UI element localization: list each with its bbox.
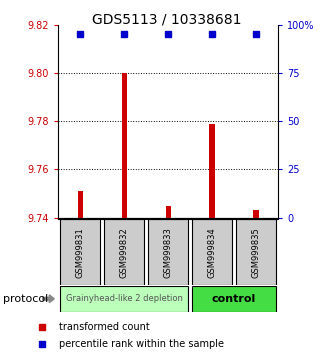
Bar [236, 219, 276, 285]
Bar [166, 206, 171, 218]
Bar [149, 219, 188, 285]
Text: control: control [212, 294, 256, 304]
Text: GDS5113 / 10338681: GDS5113 / 10338681 [92, 12, 241, 27]
Text: GSM999834: GSM999834 [207, 227, 217, 278]
Bar [209, 124, 215, 218]
Text: transformed count: transformed count [59, 322, 150, 332]
Text: GSM999835: GSM999835 [251, 227, 261, 278]
Bar [61, 219, 100, 285]
Text: protocol: protocol [3, 294, 49, 304]
Bar [253, 211, 259, 218]
Text: percentile rank within the sample: percentile rank within the sample [59, 339, 224, 349]
Text: GSM999833: GSM999833 [164, 227, 173, 278]
Bar [122, 73, 127, 218]
Text: GSM999832: GSM999832 [120, 227, 129, 278]
Bar [78, 191, 83, 218]
Text: GSM999831: GSM999831 [76, 227, 85, 278]
Bar [192, 219, 232, 285]
Bar [61, 286, 188, 312]
Bar [105, 219, 144, 285]
Text: Grainyhead-like 2 depletion: Grainyhead-like 2 depletion [66, 294, 182, 303]
Bar [192, 286, 276, 312]
